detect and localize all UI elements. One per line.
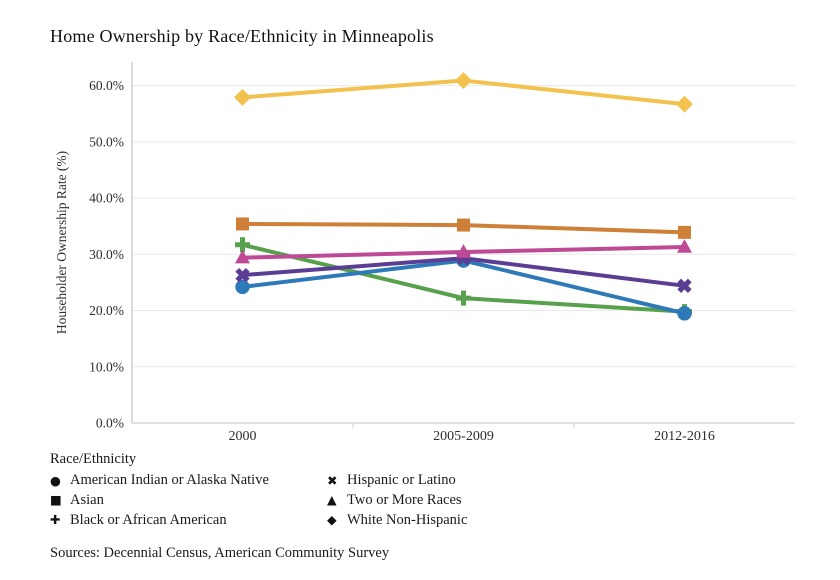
legend-item: ◆ White Non-Hispanic: [327, 512, 467, 529]
legend-item-label: Asian: [70, 492, 104, 509]
legend-item: ● American Indian or Alaska Native: [50, 472, 327, 489]
y-tick-label: 10.0%: [89, 359, 124, 374]
y-axis-title: Householder Ownership Rate (%): [54, 151, 69, 334]
x-marker-icon: ✖: [327, 472, 338, 488]
x-tick-label: 2000: [229, 429, 257, 444]
triangle-marker-icon: ▲: [327, 492, 337, 508]
y-tick-label: 30.0%: [89, 247, 124, 262]
diamond-marker-icon: ◆: [327, 511, 337, 527]
y-tick-label: 0.0%: [96, 416, 124, 431]
x-tick-label: 2005-2009: [433, 429, 494, 444]
legend-item: ▲ Two or More Races: [327, 492, 467, 509]
legend-item: ■ Asian: [50, 492, 327, 509]
diamond-marker-icon: [676, 95, 693, 113]
square-marker-icon: ■: [50, 492, 62, 508]
triangle-marker-icon: [677, 239, 692, 253]
x-marker-icon: [677, 278, 692, 293]
legend-item-label: Two or More Races: [347, 492, 462, 509]
y-tick-label: 60.0%: [89, 78, 124, 93]
legend-item-label: American Indian or Alaska Native: [70, 472, 269, 489]
y-tick-label: 40.0%: [89, 191, 124, 206]
x-tick-label: 2012-2016: [654, 429, 715, 444]
y-tick-label: 50.0%: [89, 134, 124, 149]
legend-item-label: Hispanic or Latino: [347, 472, 456, 489]
plus-marker-icon: [235, 237, 250, 253]
y-tick-label: 20.0%: [89, 303, 124, 318]
triangle-marker-icon: [235, 249, 250, 264]
legend: Race/Ethnicity ● American Indian or Alas…: [50, 451, 467, 530]
square-marker-icon: [236, 217, 249, 231]
circle-marker-icon: [677, 306, 692, 321]
triangle-marker-icon: [456, 244, 471, 258]
diamond-marker-icon: [234, 89, 251, 106]
legend-item-label: Black or African American: [70, 511, 227, 528]
x-marker-icon: [235, 267, 250, 283]
legend-item: ✚ Black or African American: [50, 512, 327, 529]
plus-marker-icon: ✚: [50, 511, 61, 527]
legend-title: Race/Ethnicity: [50, 451, 137, 467]
legend-item: ✖ Hispanic or Latino: [327, 472, 467, 489]
square-marker-icon: [678, 225, 691, 239]
legend-items: ● American Indian or Alaska Native ■ Asi…: [50, 471, 467, 530]
plus-marker-icon: [456, 290, 471, 306]
legend-item-label: White Non-Hispanic: [347, 511, 468, 528]
chart-title: Home Ownership by Race/Ethnicity in Minn…: [50, 26, 434, 46]
circle-marker-icon: [235, 279, 250, 295]
sources-note: Sources: Decennial Census, American Comm…: [50, 545, 390, 561]
diamond-marker-icon: [455, 72, 472, 89]
square-marker-icon: [457, 218, 470, 232]
circle-marker-icon: ●: [50, 472, 61, 488]
line-chart: 0.0% 10.0% 20.0% 30.0% 40.0% 50.0% 60.0% 2000 20…: [54, 62, 795, 444]
